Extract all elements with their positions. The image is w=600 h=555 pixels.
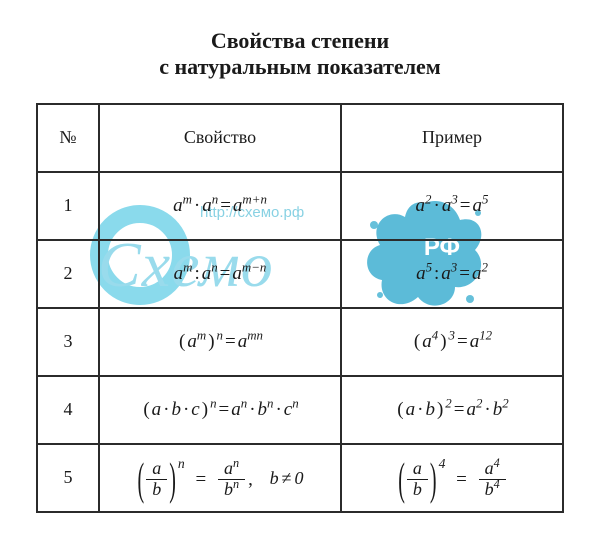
row-num: 1	[37, 172, 99, 240]
title-line-2: с натуральным показателем	[36, 54, 564, 80]
table-row: 1 am·an=am+n a2·a3=a5	[37, 172, 563, 240]
table-row: 2 am:an=am−n a5:a3=a2	[37, 240, 563, 308]
formula-quotient: am:an=am−n	[174, 263, 267, 284]
col-header-num: №	[37, 104, 99, 172]
example-power-of-product: (a·b)2=a2·b2	[395, 399, 508, 420]
page-title: Свойства степени с натуральным показател…	[36, 28, 564, 81]
row-num: 4	[37, 376, 99, 444]
table-header-row: № Свойство Пример	[37, 104, 563, 172]
formula-product: am·an=am+n	[173, 195, 267, 216]
example-cell: a5:a3=a2	[341, 240, 563, 308]
property-cell: (am)n=amn	[99, 308, 341, 376]
example-quotient: a5:a3=a2	[416, 263, 488, 284]
col-header-example: Пример	[341, 104, 563, 172]
property-cell: (ab)n = anbn, b≠0	[99, 444, 341, 512]
row-num: 2	[37, 240, 99, 308]
example-power-of-fraction: (ab)4 = a4b4	[397, 468, 507, 489]
table-row: 5 (ab)n = anbn, b≠0 (ab)4 = a4	[37, 444, 563, 512]
formula-power-of-power: (am)n=amn	[177, 331, 263, 352]
row-num: 3	[37, 308, 99, 376]
properties-table: № Свойство Пример 1 am·an=am+n a2·a3=	[36, 103, 564, 513]
property-cell: am·an=am+n	[99, 172, 341, 240]
title-line-1: Свойства степени	[36, 28, 564, 54]
formula-power-of-product: (a·b·c)n=an·bn·cn	[141, 399, 298, 420]
table-row: 4 (a·b·c)n=an·bn·cn (a·b)2=a2·b2	[37, 376, 563, 444]
example-cell: a2·a3=a5	[341, 172, 563, 240]
col-header-property: Свойство	[99, 104, 341, 172]
example-power-of-power: (a4)3=a12	[412, 331, 492, 352]
example-product: a2·a3=a5	[416, 195, 489, 216]
row-num: 5	[37, 444, 99, 512]
formula-power-of-fraction: (ab)n = anbn, b≠0	[137, 468, 304, 489]
property-cell: am:an=am−n	[99, 240, 341, 308]
table-row: 3 (am)n=amn (a4)3=a12	[37, 308, 563, 376]
example-cell: (a4)3=a12	[341, 308, 563, 376]
example-cell: (ab)4 = a4b4	[341, 444, 563, 512]
example-cell: (a·b)2=a2·b2	[341, 376, 563, 444]
property-cell: (a·b·c)n=an·bn·cn	[99, 376, 341, 444]
